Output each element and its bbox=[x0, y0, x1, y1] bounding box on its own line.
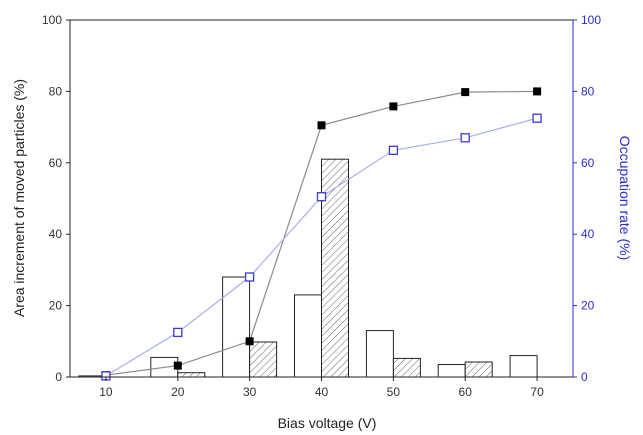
y-left-tick-label: 40 bbox=[49, 227, 63, 241]
open-square-point bbox=[244, 272, 255, 282]
filled-square-point bbox=[317, 121, 326, 130]
y-right-tick-label: 0 bbox=[581, 370, 588, 384]
hatched-bar bbox=[321, 158, 349, 378]
y-right-tick-label: 80 bbox=[581, 84, 595, 98]
open-square-point bbox=[173, 327, 183, 338]
open-square-point bbox=[460, 133, 470, 143]
filled-square-point bbox=[245, 337, 254, 346]
hollow-bar bbox=[222, 276, 251, 378]
filled-square-point bbox=[533, 87, 542, 96]
y-left-tick-label: 80 bbox=[49, 84, 63, 98]
y-right-tick-label: 100 bbox=[581, 13, 601, 27]
y-left-tick-label: 100 bbox=[42, 13, 62, 27]
hollow-bar bbox=[509, 355, 538, 378]
hatched-bar bbox=[464, 361, 493, 378]
y-axis-left-title: Area increment of moved particles (%) bbox=[11, 79, 27, 317]
hollow-bar bbox=[437, 364, 466, 378]
axes-layer: 10 20 30 40 50 60 70 0 20 40 60 80 100 0 20 40 60 80 100 bbox=[42, 13, 601, 399]
hatched-bar bbox=[249, 341, 278, 378]
x-axis-title: Bias voltage (V) bbox=[278, 415, 377, 431]
hatched-bar bbox=[177, 372, 206, 378]
y-left-tick-label: 0 bbox=[55, 370, 62, 384]
bars-layer bbox=[78, 158, 538, 378]
y-axis-right-title: Occupation rate (%) bbox=[617, 136, 633, 261]
open-square-point bbox=[532, 113, 542, 123]
x-tick-label: 20 bbox=[171, 385, 185, 399]
x-tick-label: 40 bbox=[315, 385, 329, 399]
filled-square-point bbox=[389, 102, 398, 111]
y-right-tick-label: 40 bbox=[581, 227, 595, 241]
filled-square-point bbox=[173, 361, 182, 370]
hollow-bar bbox=[294, 294, 322, 378]
lines-layer bbox=[101, 87, 542, 381]
y-right-tick-label: 60 bbox=[581, 156, 595, 170]
y-left-tick-label: 20 bbox=[49, 299, 63, 313]
hollow-bar bbox=[365, 330, 394, 378]
x-tick-label: 50 bbox=[387, 385, 401, 399]
filled-square-point bbox=[461, 88, 470, 97]
x-tick-label: 70 bbox=[530, 385, 544, 399]
x-tick-label: 10 bbox=[99, 385, 113, 399]
open-square-point bbox=[316, 192, 327, 202]
y-left-tick-label: 60 bbox=[49, 156, 63, 170]
x-tick-label: 30 bbox=[243, 385, 257, 399]
hatched-bar bbox=[392, 357, 421, 378]
open-square-point bbox=[388, 145, 399, 155]
x-tick-label: 60 bbox=[459, 385, 473, 399]
y-right-tick-label: 20 bbox=[581, 299, 595, 313]
